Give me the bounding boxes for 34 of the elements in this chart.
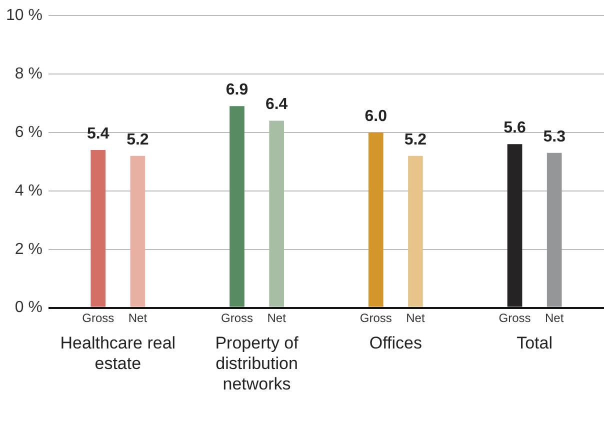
data-label: 5.2: [404, 131, 427, 148]
bar: [230, 106, 244, 307]
y-tick-label: 0 %: [14, 299, 42, 316]
y-tick-label: 6 %: [14, 124, 42, 141]
x-tick-label: Healthcare real estate: [60, 334, 176, 374]
data-label: 5.6: [504, 120, 526, 137]
bar: [269, 120, 284, 307]
x-tick-label: Total: [516, 334, 553, 353]
data-label: 5.4: [86, 125, 110, 142]
text: Net: [545, 311, 564, 326]
text: Net: [267, 311, 286, 326]
text: Gross: [360, 311, 392, 326]
bar: [507, 144, 522, 307]
text: Gross: [82, 311, 114, 326]
y-tick-label: 2 %: [14, 240, 42, 258]
text: Gross: [220, 311, 254, 326]
data-label: 6.9: [226, 82, 248, 99]
bar: [546, 152, 562, 307]
x-tick-label: Property of distribution networks: [215, 334, 299, 394]
x-tick-label: Offices: [369, 334, 422, 353]
text: Net: [406, 311, 425, 326]
y-tick-label: 4 %: [14, 182, 42, 200]
data-label: 5.3: [543, 128, 566, 146]
bar: [408, 156, 423, 307]
series-label: Net: [128, 311, 148, 326]
series-label: Gross: [498, 311, 531, 326]
data-label: 6.0: [364, 108, 388, 125]
data-label: 6.4: [265, 96, 288, 114]
bar: [130, 156, 146, 307]
y-tick-label: 8 %: [14, 65, 42, 82]
data-label: 5.2: [126, 131, 149, 148]
bar: [368, 132, 384, 307]
y-tick-label: 10 %: [6, 7, 42, 24]
bar: [90, 150, 106, 307]
